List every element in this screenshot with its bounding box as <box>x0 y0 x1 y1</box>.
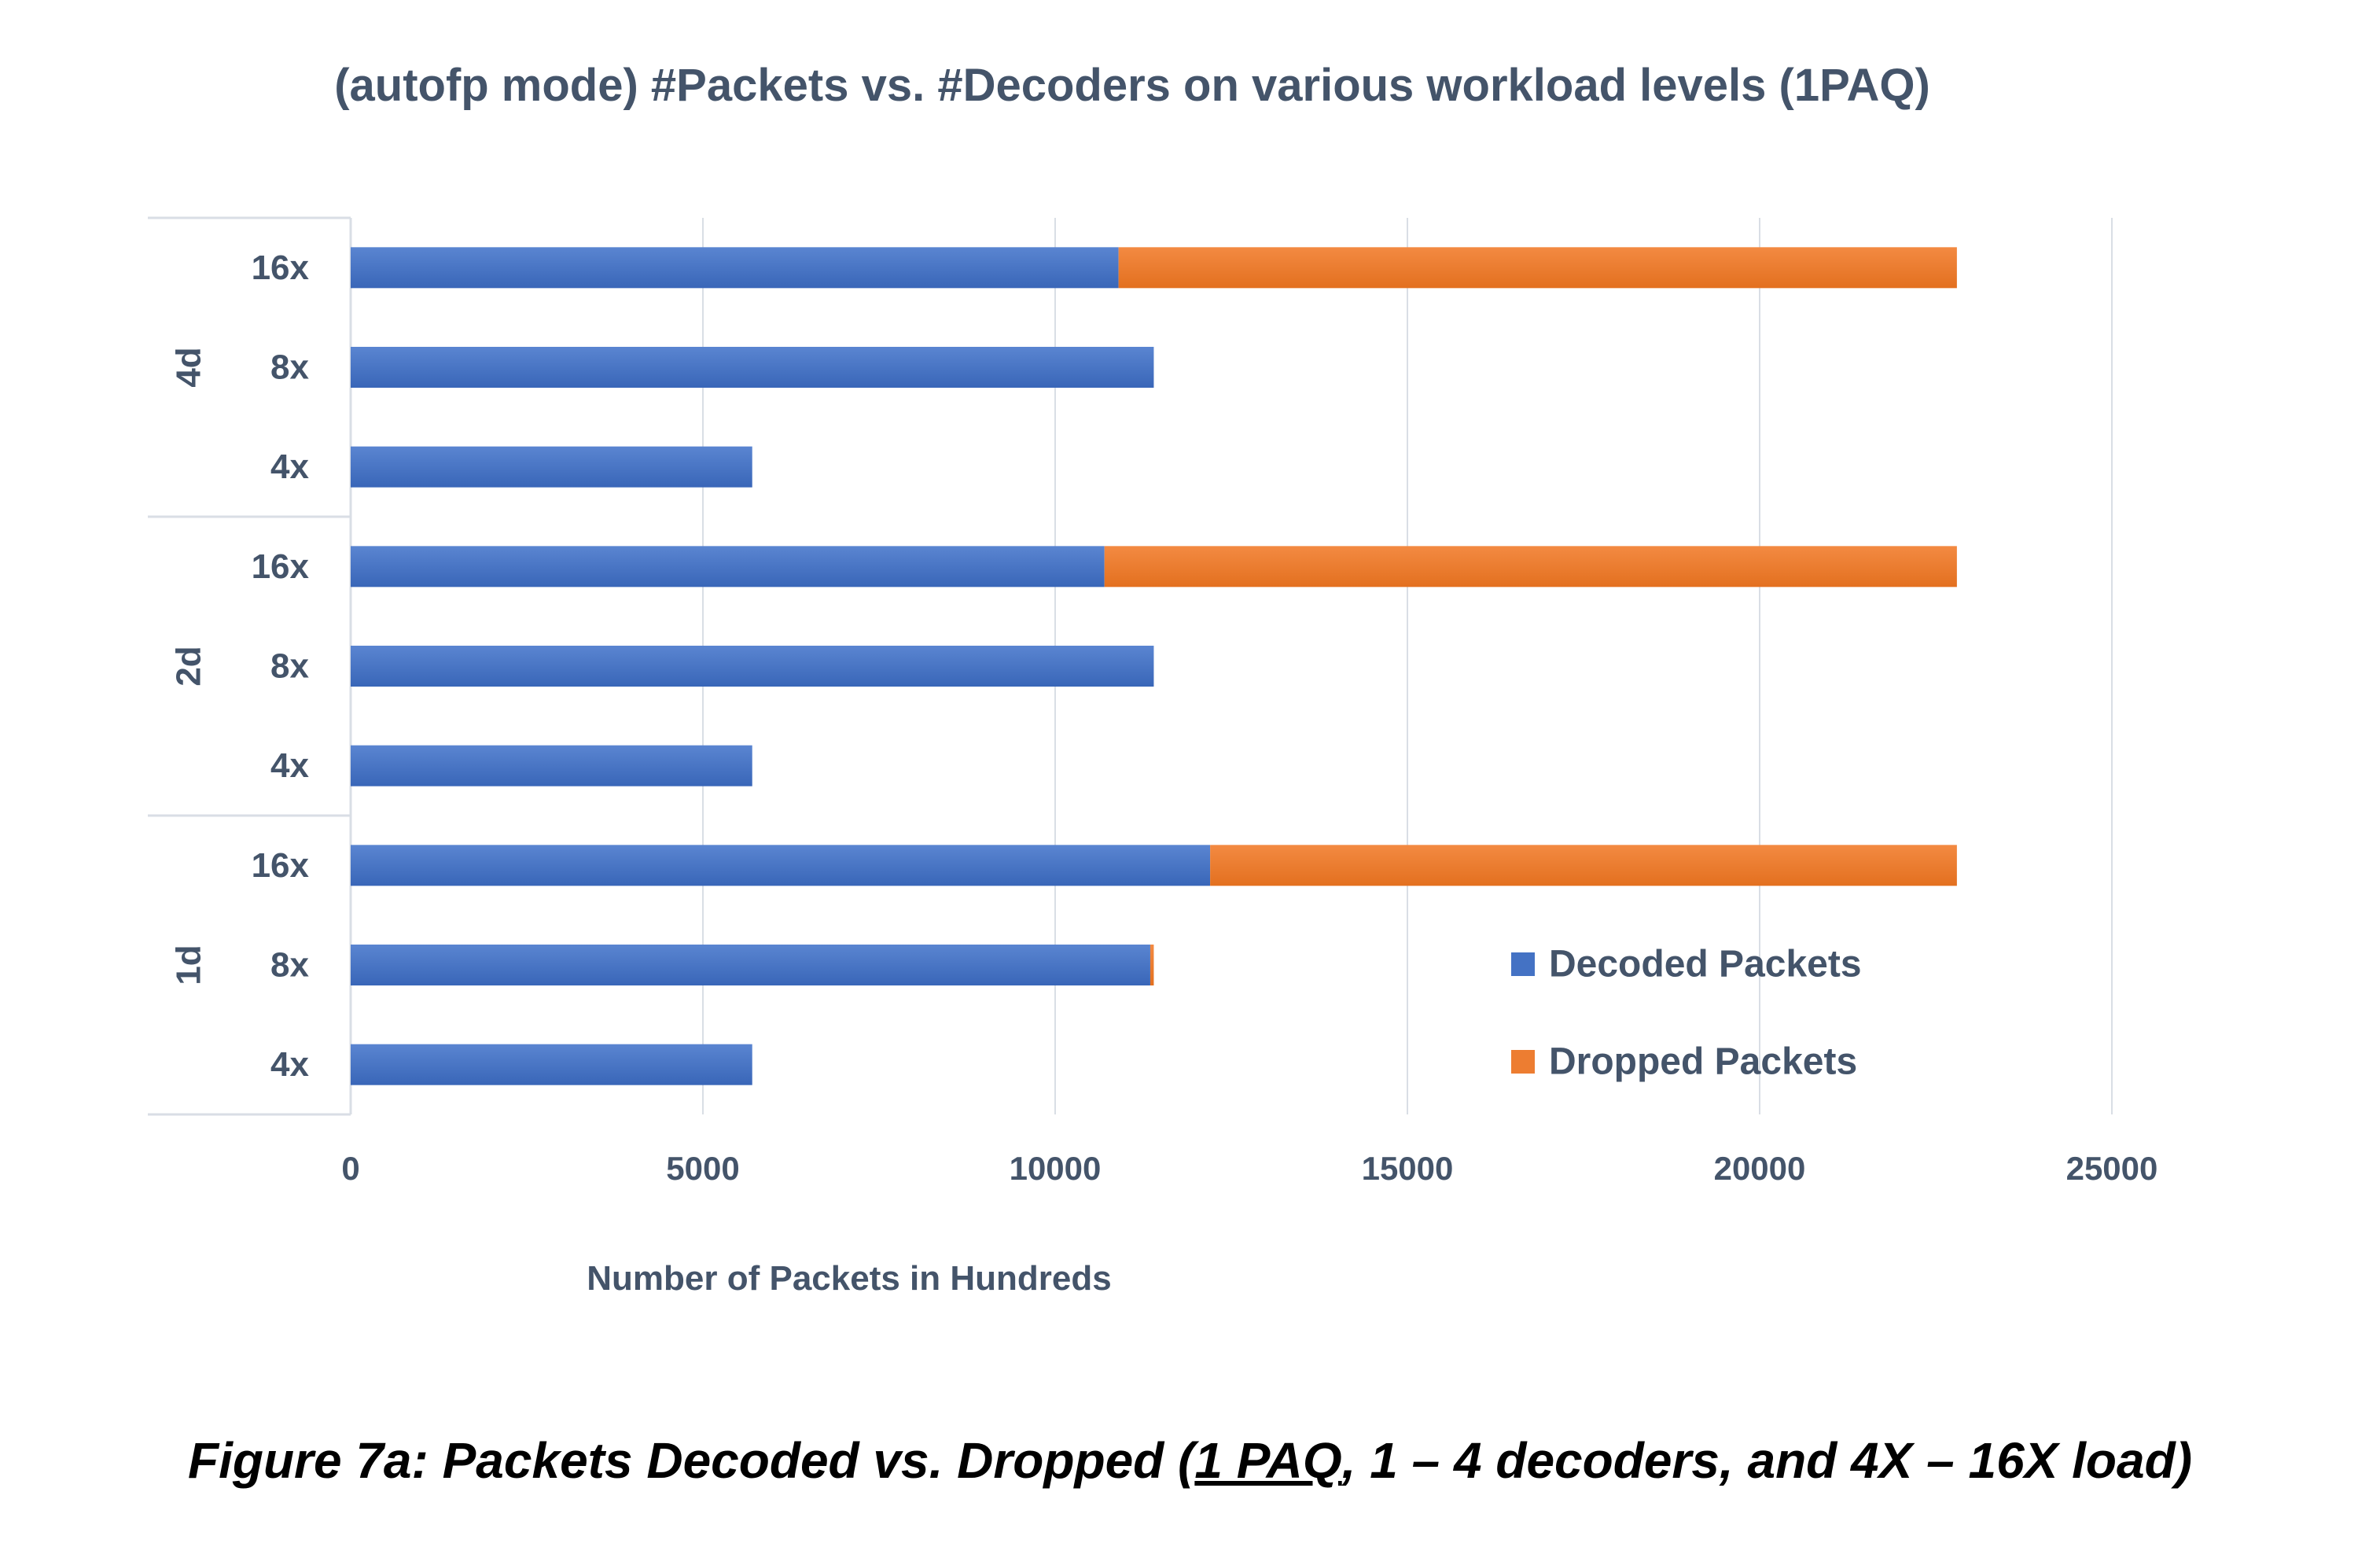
group-label: 4d <box>170 347 208 387</box>
group-label: 1d <box>170 945 208 985</box>
decoded-bar <box>351 446 752 488</box>
x-tick-label: 15000 <box>1362 1150 1454 1187</box>
decoded-bar <box>351 347 1154 388</box>
category-label: 8x <box>270 946 309 985</box>
category-label: 4x <box>270 448 309 486</box>
legend: Decoded Packets Dropped Packets <box>1511 944 1862 1083</box>
decoded-bar <box>351 845 1211 886</box>
category-label: 4x <box>270 1045 309 1084</box>
dropped-bar <box>1118 247 1957 289</box>
chart: (autofp mode) #Packets vs. #Decoders on … <box>148 60 2158 1298</box>
figure-caption: Figure 7a: Packets Decoded vs. Dropped (… <box>0 1431 2380 1490</box>
legend-swatch <box>1511 952 1535 976</box>
legend-label: Dropped Packets <box>1549 1041 1857 1083</box>
category-label: 16x <box>252 249 310 287</box>
decoded-bar <box>351 945 1150 985</box>
category-label: 8x <box>270 348 309 387</box>
legend-label: Decoded Packets <box>1549 944 1862 985</box>
decoded-bar <box>351 247 1119 289</box>
caption-prefix: Figure 7a: Packets Decoded vs. Dropped ( <box>187 1432 1195 1489</box>
x-tick-label: 25000 <box>2066 1150 2158 1187</box>
decoded-bar <box>351 1044 752 1085</box>
category-label: 8x <box>270 647 309 686</box>
bars <box>351 247 1957 1085</box>
decoded-bar <box>351 546 1105 587</box>
category-label: 16x <box>252 547 310 586</box>
category-label: 16x <box>252 846 310 885</box>
legend-swatch <box>1511 1050 1535 1074</box>
caption-suffix: , 1 – 4 decoders, and 4X – 16X load) <box>1341 1432 2193 1489</box>
axis-labels: 0 5000 10000 15000 20000 25000 4d 2d 1d 16x 8x 4x 16… <box>170 249 2158 1187</box>
dropped-bar <box>1104 546 1957 587</box>
x-tick-label: 0 <box>341 1150 359 1187</box>
x-tick-label: 10000 <box>1010 1150 1102 1187</box>
group-label: 2d <box>170 646 208 686</box>
x-tick-label: 5000 <box>666 1150 739 1187</box>
decoded-bar <box>351 646 1154 687</box>
dropped-bar <box>1210 845 1957 886</box>
x-tick-label: 20000 <box>1714 1150 1806 1187</box>
chart-title: (autofp mode) #Packets vs. #Decoders on … <box>334 60 1930 111</box>
category-label: 4x <box>270 746 309 785</box>
caption-underlined: 1 PAQ <box>1194 1432 1342 1489</box>
x-axis-title: Number of Packets in Hundreds <box>587 1259 1111 1298</box>
decoded-bar <box>351 745 752 786</box>
dropped-bar <box>1150 945 1154 985</box>
